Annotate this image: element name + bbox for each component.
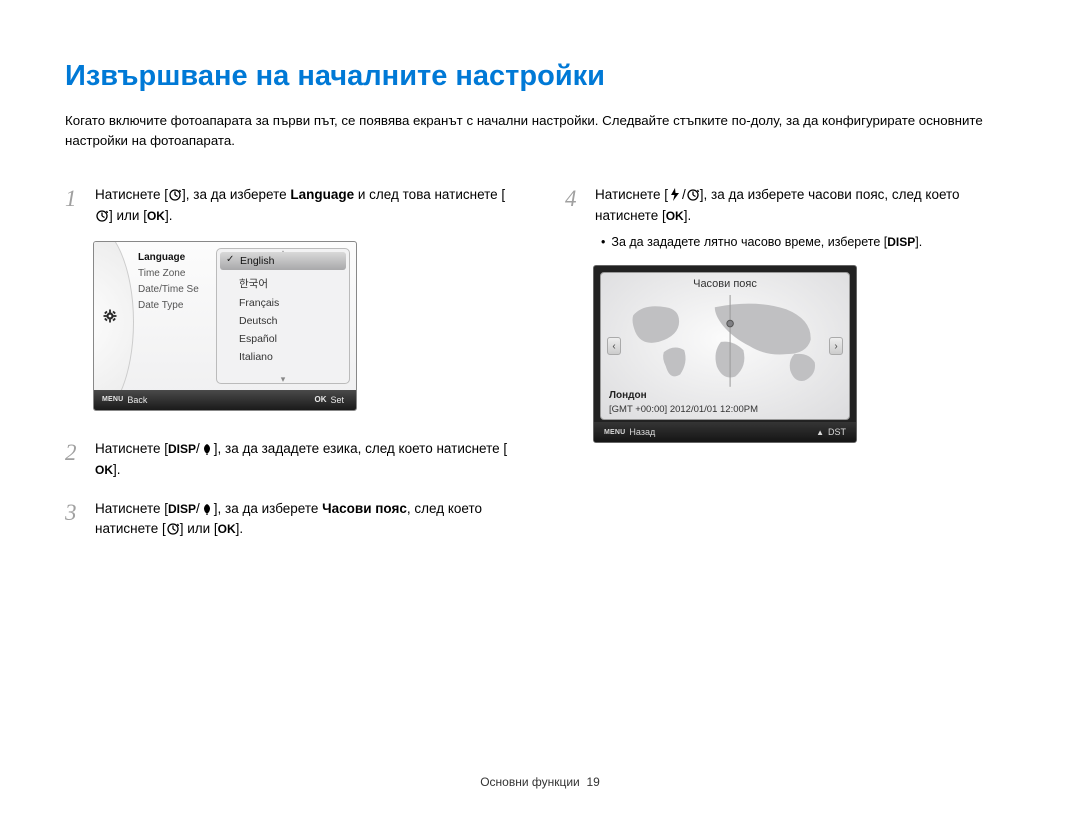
language-menu-screenshot: Language Time Zone Date/Time Se Date Typ… <box>93 241 357 411</box>
step-2: 2 Натиснете [DISP/], за да зададете език… <box>65 435 515 481</box>
menu-item: Date/Time Se <box>138 282 199 298</box>
dst-label: DST <box>828 427 846 437</box>
tz-city: Лондон <box>609 390 647 401</box>
step-number: 2 <box>65 435 83 481</box>
macro-icon <box>200 501 214 515</box>
t: Часови пояс <box>322 501 407 516</box>
disp-key: DISP <box>887 233 915 251</box>
lang-option: Italiano <box>217 348 349 366</box>
disp-key: DISP <box>168 440 196 459</box>
lang-option: Deutsch <box>217 312 349 330</box>
step-3: 3 Натиснете [DISP/], за да изберете Часо… <box>65 495 515 541</box>
t: ]. <box>113 462 121 477</box>
menu-item: Date Type <box>138 298 199 314</box>
lang-option-selected: English <box>220 252 346 270</box>
t: Language <box>290 187 354 202</box>
t: Натиснете [ <box>95 441 168 456</box>
step-number: 1 <box>65 181 83 227</box>
status-bar: MENU Назад ▲ DST <box>594 422 856 442</box>
timer-icon <box>166 521 180 535</box>
footer-label: Основни функции <box>480 775 580 789</box>
footer-page: 19 <box>586 775 599 789</box>
step-number: 3 <box>65 495 83 541</box>
lang-option: Español <box>217 330 349 348</box>
bullet-icon: • <box>601 235 605 249</box>
t: ], за да зададете езика, след което нати… <box>214 441 507 456</box>
ok-key-label: OK <box>314 395 326 404</box>
ok-key: OK <box>666 207 684 226</box>
disp-key: DISP <box>168 500 196 519</box>
t: ]. <box>915 235 922 249</box>
t: Натиснете [ <box>95 187 168 202</box>
step-number: 4 <box>565 181 583 252</box>
ok-key: OK <box>95 461 113 480</box>
intro-text: Когато включите фотоапарата за първи път… <box>65 111 1015 151</box>
chevron-down-icon: ▾ <box>281 374 286 385</box>
timezone-screenshot: Часови пояс ‹ › Лондон [GMT +00:00] 2012… <box>593 265 857 443</box>
timer-icon <box>686 187 700 201</box>
macro-icon <box>200 441 214 455</box>
t: ]. <box>165 208 173 223</box>
status-bar: MENU Back OK Set <box>94 390 356 410</box>
t: и след това натиснете [ <box>354 187 505 202</box>
gear-icon <box>102 308 118 324</box>
menu-item: Time Zone <box>138 266 199 282</box>
timer-icon <box>168 187 182 201</box>
tz-gmt: [GMT +00:00] 2012/01/01 12:00PM <box>609 404 758 415</box>
timer-icon <box>95 208 109 222</box>
t: Натиснете [ <box>95 501 168 516</box>
back-label: Back <box>127 395 147 405</box>
chevron-right-icon: › <box>829 337 843 355</box>
set-label: Set <box>330 395 344 405</box>
menu-item: Language <box>138 250 199 266</box>
t: ] или [ <box>109 208 147 223</box>
ok-key: OK <box>218 520 236 539</box>
t: ] или [ <box>180 521 218 536</box>
lang-option: Français <box>217 294 349 312</box>
page-footer: Основни функции 19 <box>0 775 1080 789</box>
t: ]. <box>684 208 692 223</box>
back-label: Назад <box>629 427 655 437</box>
tz-title: Часови пояс <box>601 278 849 290</box>
world-map-icon <box>623 295 827 387</box>
chevron-left-icon: ‹ <box>607 337 621 355</box>
lang-option: 한국어 <box>217 273 349 294</box>
step-4: 4 Натиснете [/], за да изберете часови п… <box>565 181 1015 252</box>
t: За да зададете лятно часово време, избер… <box>611 235 887 249</box>
menu-key-label: MENU <box>604 429 625 436</box>
triangle-up-icon: ▲ <box>816 428 824 437</box>
ok-key: OK <box>147 207 165 226</box>
t: ], за да изберете <box>182 187 290 202</box>
flash-icon <box>668 187 682 201</box>
menu-key-label: MENU <box>102 396 123 403</box>
t: ]. <box>236 521 244 536</box>
t: Натиснете [ <box>595 187 668 202</box>
step-1: 1 Натиснете [], за да изберете Language … <box>65 181 515 227</box>
page-title: Извършване на началните настройки <box>65 60 1015 93</box>
t: ], за да изберете <box>214 501 322 516</box>
